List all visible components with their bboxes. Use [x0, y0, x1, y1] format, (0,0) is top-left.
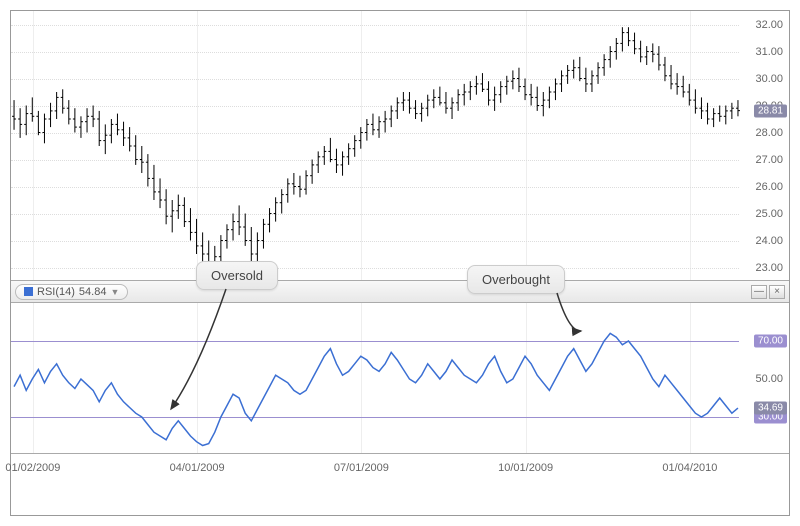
chart-container: 23.0024.0025.0026.0027.0028.0029.0030.00…	[10, 10, 790, 516]
annotation-arrows	[11, 11, 791, 517]
